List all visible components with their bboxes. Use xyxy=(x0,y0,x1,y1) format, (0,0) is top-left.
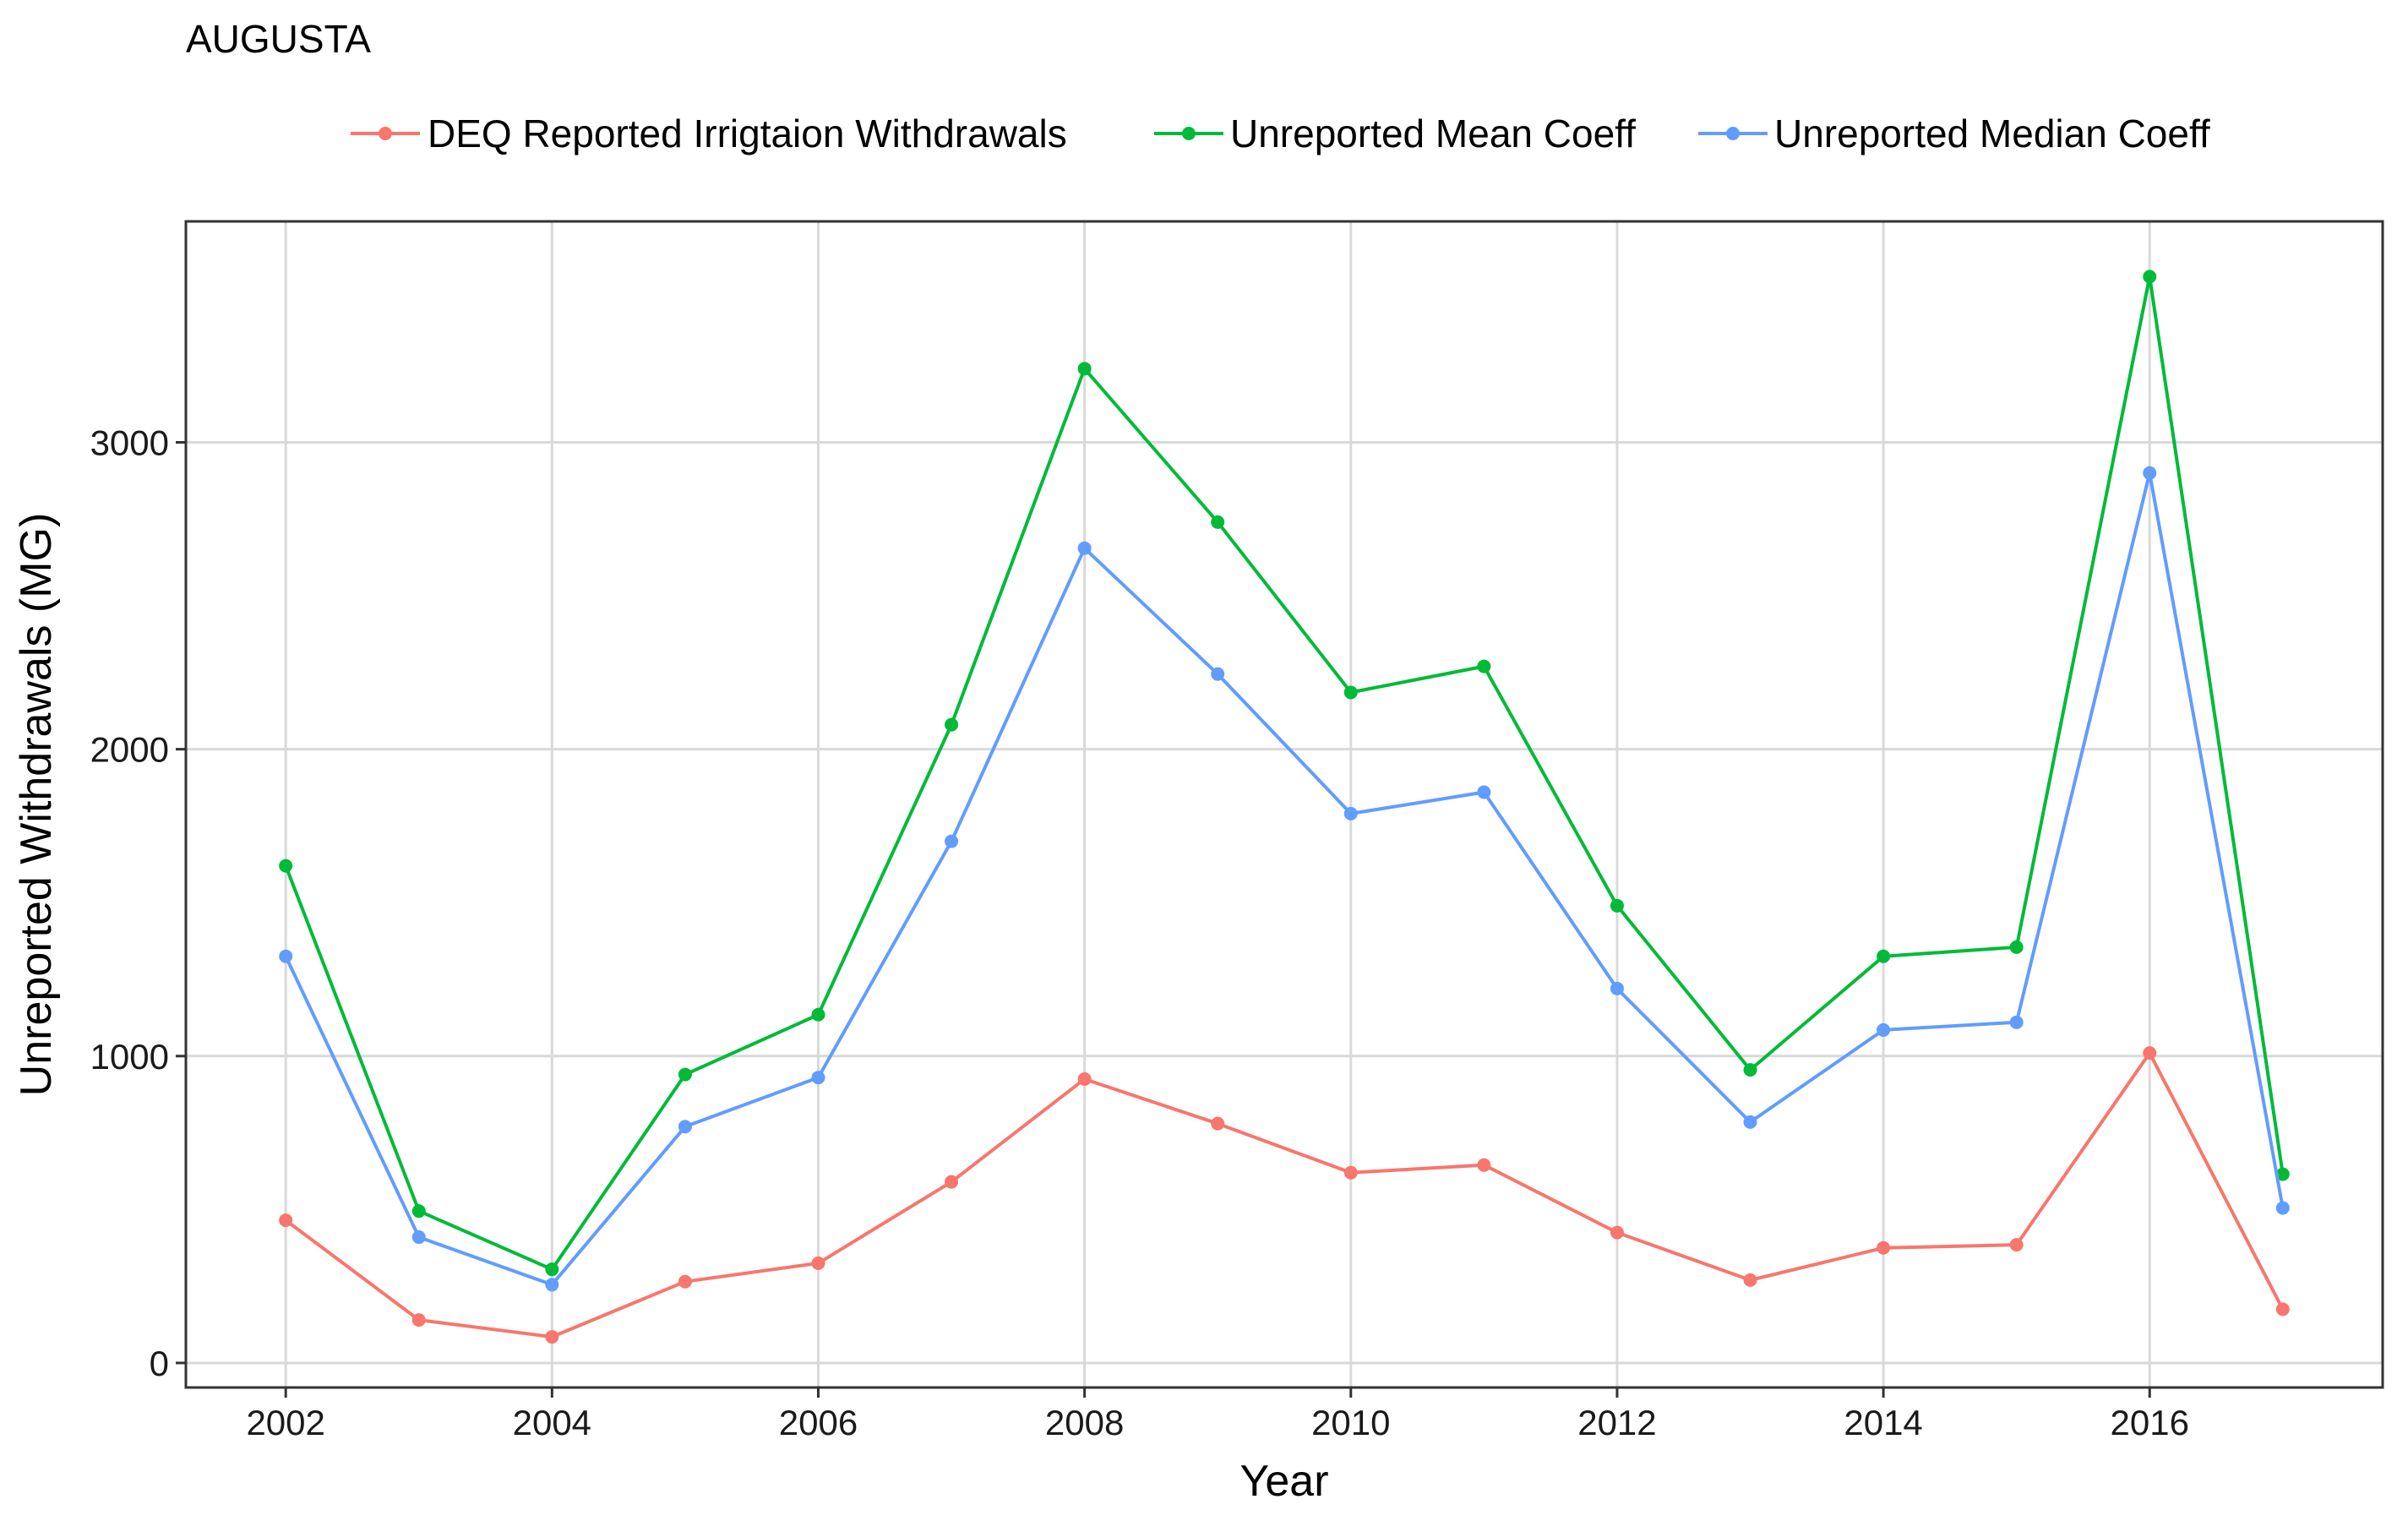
data-point-median xyxy=(678,1120,692,1134)
data-point-reported xyxy=(411,1313,426,1327)
y-tick-label: 0 xyxy=(150,1344,169,1383)
legend-item-median: Unreported Median Coeff xyxy=(1698,112,2210,155)
series-mean xyxy=(279,270,2290,1277)
data-point-reported xyxy=(1343,1165,1358,1180)
data-point-reported xyxy=(279,1213,293,1228)
data-point-reported xyxy=(545,1330,559,1344)
data-point-median xyxy=(545,1278,559,1292)
legend-label-reported: DEQ Reported Irrigtaion Withdrawals xyxy=(428,112,1067,155)
data-point-mean xyxy=(2275,1167,2290,1181)
plot-border xyxy=(184,220,2384,1389)
x-tick-label: 2010 xyxy=(1311,1403,1390,1442)
data-point-median xyxy=(2009,1015,2024,1029)
data-point-reported xyxy=(1211,1116,1225,1131)
data-point-median xyxy=(1477,785,1491,799)
data-point-mean xyxy=(811,1007,825,1022)
data-point-median xyxy=(411,1230,426,1245)
y-tick-label: 2000 xyxy=(90,730,169,770)
series-median xyxy=(279,466,2290,1292)
data-point-median xyxy=(945,834,959,848)
data-point-reported xyxy=(1477,1158,1491,1172)
x-tick-label: 2012 xyxy=(1577,1403,1656,1442)
series-reported xyxy=(279,1046,2290,1344)
legend-key-reported-point xyxy=(379,127,392,140)
data-point-reported xyxy=(2143,1046,2157,1060)
data-point-mean xyxy=(2143,270,2157,284)
data-point-mean xyxy=(411,1204,426,1218)
data-point-mean xyxy=(279,859,293,873)
data-point-mean xyxy=(1743,1063,1757,1077)
data-point-reported xyxy=(2275,1302,2290,1317)
data-point-median xyxy=(1743,1115,1757,1129)
data-point-mean xyxy=(1477,659,1491,673)
data-point-median xyxy=(1211,667,1225,681)
data-point-reported xyxy=(945,1175,959,1189)
data-point-mean xyxy=(678,1067,692,1082)
data-point-median xyxy=(811,1071,825,1085)
data-point-mean xyxy=(545,1262,559,1277)
x-tick-label: 2014 xyxy=(1844,1403,1922,1442)
data-point-mean xyxy=(945,717,959,732)
y-tick-label: 3000 xyxy=(90,422,169,462)
legend-key-mean-point xyxy=(1182,127,1196,140)
data-point-mean xyxy=(1077,362,1092,376)
series-line-median xyxy=(284,471,2285,1287)
x-axis-title: Year xyxy=(1239,1457,1328,1506)
legend: DEQ Reported Irrigtaion Withdrawals Unre… xyxy=(351,112,2210,155)
grid xyxy=(186,221,2383,1387)
x-tick-label: 2006 xyxy=(779,1403,858,1442)
series-line-reported xyxy=(285,1051,2285,1339)
legend-label-mean: Unreported Mean Coeff xyxy=(1230,112,1636,155)
series-layer xyxy=(279,270,2290,1344)
y-axis-title: Unreported Withdrawals (MG) xyxy=(12,513,61,1097)
data-point-reported xyxy=(1877,1240,1891,1255)
y-axis: 0 1000 2000 3000 xyxy=(90,422,186,1383)
data-point-reported xyxy=(811,1256,825,1270)
data-point-reported xyxy=(1743,1273,1757,1287)
data-point-mean xyxy=(2009,940,2024,954)
data-point-mean xyxy=(1211,515,1225,529)
legend-item-mean: Unreported Mean Coeff xyxy=(1154,112,1636,155)
data-point-reported xyxy=(678,1274,692,1289)
data-point-median xyxy=(2143,466,2157,480)
data-point-mean xyxy=(1610,898,1624,913)
data-point-mean xyxy=(1343,685,1358,700)
data-point-median xyxy=(2275,1201,2290,1215)
data-point-median xyxy=(1610,981,1624,995)
x-tick-label: 2016 xyxy=(2111,1403,2189,1442)
chart-title: AUGUSTA xyxy=(186,17,371,61)
data-point-median xyxy=(1877,1022,1891,1037)
data-point-median xyxy=(1343,806,1358,820)
legend-label-median: Unreported Median Coeff xyxy=(1774,112,2210,155)
legend-key-median-point xyxy=(1726,127,1740,140)
data-point-reported xyxy=(1077,1072,1092,1087)
data-point-reported xyxy=(1610,1225,1624,1240)
data-point-mean xyxy=(1877,949,1891,963)
data-point-reported xyxy=(2009,1238,2024,1252)
series-line-mean xyxy=(284,275,2285,1272)
x-tick-label: 2008 xyxy=(1045,1403,1124,1442)
y-tick-label: 1000 xyxy=(90,1037,169,1077)
x-tick-label: 2002 xyxy=(246,1403,324,1442)
data-point-median xyxy=(279,949,293,963)
data-point-median xyxy=(1077,541,1092,555)
x-axis: 2002 2004 2006 2008 2010 2012 2014 2016 xyxy=(246,1387,2189,1442)
legend-item-reported: DEQ Reported Irrigtaion Withdrawals xyxy=(351,112,1067,155)
x-tick-label: 2004 xyxy=(513,1403,591,1442)
